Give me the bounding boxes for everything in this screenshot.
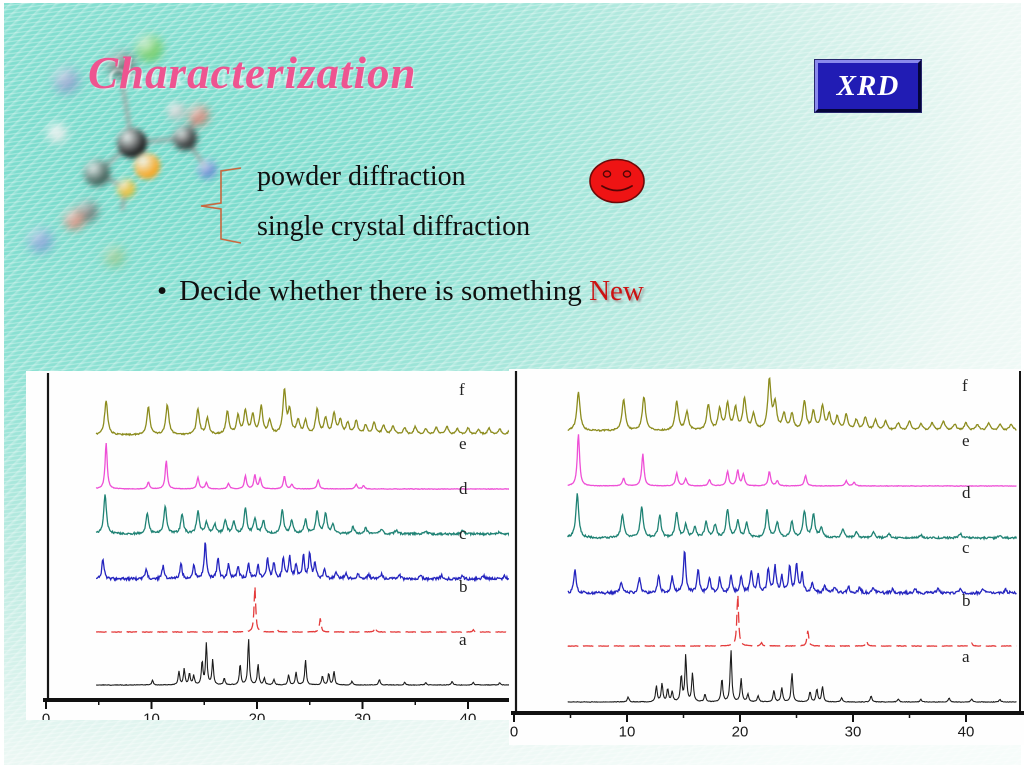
trace-b [567,594,1017,647]
item-powder-diffraction: powder diffraction [257,161,466,192]
xrd-chart-left: 0 10 20 30 40 f e d c b a [26,371,512,727]
trace-label-a: a [962,647,970,666]
tick-label: 30 [354,710,371,720]
xrd-badge-button[interactable]: XRD [814,59,922,113]
bullet-line: • Decide whether there is something New [157,275,644,308]
tick-label: 40 [958,723,975,740]
trace-d [567,493,1018,541]
trace-e [567,434,1017,487]
slide-background: Characterization Characterization XRD po… [4,3,1024,765]
xrd-plot-right: 0 10 20 30 40 f e d c b a [510,371,1024,740]
trace-c [567,550,1017,597]
trace-label-a: a [459,630,467,649]
xrd-chart-right: 0 10 20 30 40 f e d c b a [509,369,1024,745]
atom-sphere [54,68,78,92]
item-single-crystal-diffraction: single crystal diffraction [257,211,531,242]
trace-f [567,376,1017,433]
title-ghost-text: Characterization [108,65,298,90]
tick-label: 0 [510,723,518,740]
trace-label-c: c [459,524,467,543]
tick-label: 30 [845,723,862,740]
bullet-marker: • [157,275,168,307]
atom-sphere [117,179,135,197]
bullet-highlight-new: New [589,275,644,307]
trace-label-e: e [459,434,467,453]
trace-label-b: b [962,591,971,610]
tick-label: 40 [460,710,477,720]
trace-label-f: f [459,380,465,399]
atom-sphere [198,160,216,178]
trace-label-d: d [962,483,971,502]
brace-icon [200,167,242,244]
atom-sphere [188,105,208,125]
bullet-text: Decide whether there is something [179,275,590,307]
smiley-face-icon [589,158,645,204]
trace-label-e: e [962,431,970,450]
atom-sphere [64,209,84,229]
tick-label: 10 [619,723,636,740]
tick-label: 20 [732,723,749,740]
trace-c [95,542,510,583]
trace-d [95,494,511,537]
tick-label: 20 [249,710,266,720]
atom-sphere [173,126,197,150]
trace-label-d: d [459,479,468,498]
trace-a [567,650,1017,703]
atom-sphere [109,53,133,77]
atom-sphere [105,247,123,265]
trace-e [95,443,510,490]
tick-label: 0 [42,710,50,720]
trace-label-c: c [962,538,970,557]
atom-sphere [136,35,162,61]
trace-a [96,639,510,687]
trace-b [95,586,510,634]
xrd-badge-label: XRD [836,69,900,102]
page-title: Characterization [88,48,417,98]
atom-sphere [134,153,160,179]
trace-label-f: f [962,376,968,395]
atom-sphere [167,102,185,120]
trace-f [95,387,511,437]
atom-sphere [29,229,51,251]
trace-label-b: b [459,577,468,596]
tick-label: 10 [143,710,160,720]
molecule-image [22,33,252,278]
atom-sphere [47,123,67,143]
xrd-plot-left: 0 10 20 30 40 f e d c b a [42,373,512,727]
atom-sphere [84,160,110,186]
